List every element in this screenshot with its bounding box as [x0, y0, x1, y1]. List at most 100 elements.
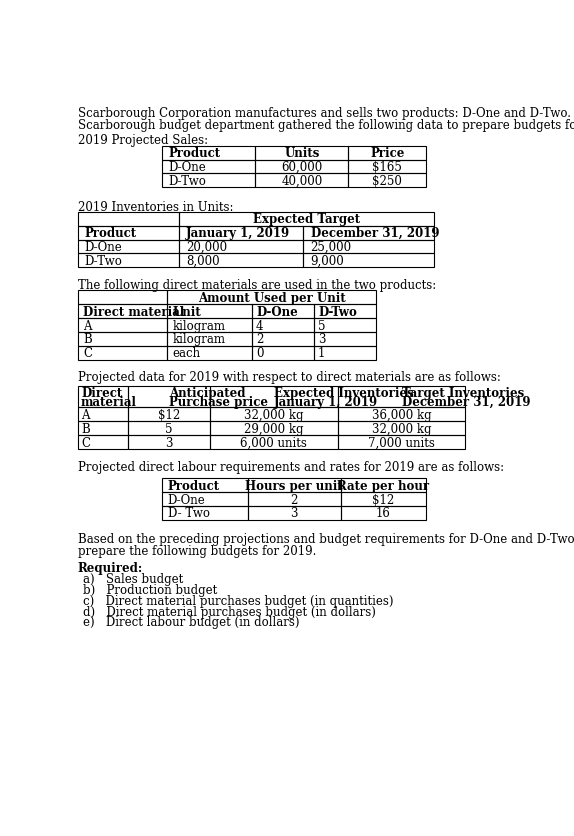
Text: 29,000 kg: 29,000 kg: [244, 422, 304, 436]
Text: 1: 1: [318, 347, 325, 359]
Bar: [341, 507, 426, 520]
Text: b)   Production budget: b) Production budget: [83, 584, 217, 596]
Text: B: B: [81, 422, 90, 436]
Bar: [78, 386, 129, 408]
Text: Expected Target: Expected Target: [253, 213, 360, 226]
Bar: [247, 507, 341, 520]
Bar: [315, 319, 377, 333]
Bar: [129, 386, 210, 408]
Text: a)   Sales budget: a) Sales budget: [83, 573, 183, 585]
Bar: [162, 492, 247, 507]
Text: Scarborough Corporation manufactures and sells two products: D-One and D-Two. In: Scarborough Corporation manufactures and…: [78, 107, 574, 120]
Text: Price: Price: [370, 147, 404, 160]
Bar: [129, 436, 210, 450]
Text: Product: Product: [168, 147, 220, 160]
Text: Direct material: Direct material: [83, 305, 185, 319]
Bar: [341, 492, 426, 507]
Text: Product: Product: [168, 479, 220, 492]
Text: Unit: Unit: [172, 305, 201, 319]
Text: D-Two: D-Two: [84, 255, 122, 268]
Bar: [338, 386, 466, 408]
Text: Product: Product: [84, 227, 136, 240]
Bar: [341, 479, 426, 492]
Text: Expected Inventories: Expected Inventories: [274, 386, 413, 400]
Text: each: each: [172, 347, 200, 359]
Text: 3: 3: [318, 333, 325, 346]
Bar: [210, 422, 338, 436]
Bar: [338, 436, 466, 450]
Bar: [78, 319, 167, 333]
Text: D-Two: D-Two: [318, 305, 357, 319]
Text: Projected data for 2019 with respect to direct materials are as follows:: Projected data for 2019 with respect to …: [78, 371, 501, 384]
Bar: [78, 333, 167, 346]
Bar: [78, 408, 129, 422]
Text: 6,000 units: 6,000 units: [240, 436, 307, 449]
Bar: [78, 240, 179, 254]
Bar: [253, 319, 315, 333]
Text: $12: $12: [372, 493, 394, 506]
Text: 36,000 kg: 36,000 kg: [372, 408, 431, 421]
Bar: [162, 161, 255, 174]
Text: 9,000: 9,000: [311, 255, 344, 268]
Bar: [179, 227, 302, 240]
Text: 3: 3: [290, 507, 298, 520]
Text: D-One: D-One: [168, 161, 205, 174]
Text: The following direct materials are used in the two products:: The following direct materials are used …: [78, 278, 436, 292]
Bar: [255, 161, 348, 174]
Bar: [210, 408, 338, 422]
Text: kilogram: kilogram: [172, 319, 225, 332]
Text: 3: 3: [165, 436, 173, 449]
Text: 25,000: 25,000: [311, 241, 352, 253]
Text: Rate per hour: Rate per hour: [338, 479, 429, 492]
Bar: [78, 346, 167, 360]
Text: December 31, 2019: December 31, 2019: [401, 395, 530, 409]
Text: 40,000: 40,000: [281, 175, 323, 187]
Text: Direct: Direct: [81, 386, 122, 400]
Bar: [302, 227, 435, 240]
Text: 8,000: 8,000: [186, 255, 220, 268]
Bar: [255, 146, 348, 161]
Text: December 31, 2019: December 31, 2019: [311, 227, 439, 240]
Text: C: C: [81, 436, 90, 449]
Bar: [78, 305, 167, 319]
Text: $250: $250: [372, 175, 402, 187]
Bar: [129, 408, 210, 422]
Text: 20,000: 20,000: [186, 241, 227, 253]
Bar: [253, 346, 315, 360]
Text: 60,000: 60,000: [281, 161, 323, 174]
Bar: [247, 479, 341, 492]
Bar: [167, 333, 253, 346]
Text: A: A: [81, 408, 90, 421]
Bar: [78, 227, 179, 240]
Bar: [162, 507, 247, 520]
Text: Hours per unit: Hours per unit: [245, 479, 343, 492]
Text: 2019 Projected Sales:: 2019 Projected Sales:: [78, 134, 208, 147]
Text: e)   Direct labour budget (in dollars): e) Direct labour budget (in dollars): [83, 615, 299, 629]
Text: 2: 2: [290, 493, 298, 506]
Text: prepare the following budgets for 2019.: prepare the following budgets for 2019.: [78, 544, 316, 557]
Bar: [78, 212, 179, 227]
Text: D-One: D-One: [256, 305, 298, 319]
Bar: [129, 422, 210, 436]
Text: 32,000 kg: 32,000 kg: [244, 408, 304, 421]
Bar: [315, 305, 377, 319]
Bar: [162, 479, 247, 492]
Bar: [348, 174, 426, 188]
Bar: [167, 319, 253, 333]
Bar: [315, 333, 377, 346]
Bar: [162, 146, 255, 161]
Text: D-One: D-One: [168, 493, 205, 506]
Bar: [338, 408, 466, 422]
Bar: [253, 305, 315, 319]
Text: $12: $12: [158, 408, 180, 421]
Bar: [167, 305, 253, 319]
Text: Purchase price: Purchase price: [169, 395, 268, 409]
Bar: [210, 436, 338, 450]
Bar: [315, 346, 377, 360]
Text: Projected direct labour requirements and rates for 2019 are as follows:: Projected direct labour requirements and…: [78, 461, 504, 473]
Text: 4: 4: [256, 319, 263, 332]
Text: Anticipated: Anticipated: [169, 386, 246, 400]
Text: 2019 Inventories in Units:: 2019 Inventories in Units:: [78, 201, 234, 213]
Text: Based on the preceding projections and budget requirements for D-One and D-Two,: Based on the preceding projections and b…: [78, 533, 574, 546]
Bar: [78, 422, 129, 436]
